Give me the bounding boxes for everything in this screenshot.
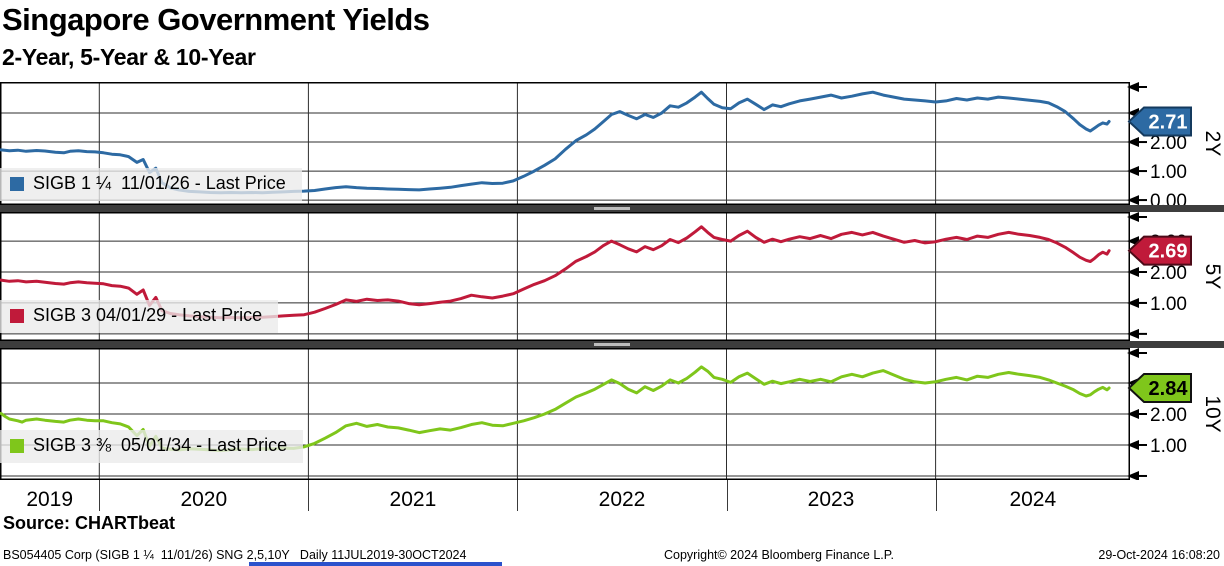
last-price-badge-5y: 2.69: [1127, 235, 1192, 266]
y-tick-label: 1.00: [1150, 162, 1187, 183]
panel-splitter[interactable]: [0, 341, 1224, 348]
x-axis: 2019 2020 2021 2022 2023 2024: [0, 480, 1224, 512]
x-axis-year-label: 2024: [1009, 488, 1057, 511]
legend-5y: SIGB 3 04/01/29 - Last Price: [0, 300, 279, 333]
last-price-badge-10y: 2.84: [1127, 372, 1192, 403]
y-tick-arrow: [1127, 137, 1139, 148]
footer-security-info: BS054405 Corp (SIGB 1 ¼ 11/01/26) SNG 2,…: [3, 548, 467, 562]
y-tick-label: 2.00: [1150, 133, 1187, 154]
y-tick-arrow: [1127, 297, 1139, 308]
splitter-grip[interactable]: [594, 343, 630, 346]
legend-10y: SIGB 3 ⅜ 05/01/34 - Last Price: [0, 430, 304, 463]
footer-copyright: Copyright© 2024 Bloomberg Finance L.P.: [664, 548, 894, 562]
y-tick-arrow: [1127, 409, 1139, 419]
badge-value: 2.69: [1149, 241, 1188, 263]
y-tick-label: 0.00: [1150, 191, 1187, 205]
y-tick-label: 1.00: [1150, 294, 1187, 315]
legend-label-10y: SIGB 3 ⅜ 05/01/34 - Last Price: [33, 435, 288, 455]
y-tick-arrow: [1127, 82, 1139, 92]
y-tick-label: 2.00: [1150, 263, 1187, 284]
legend-label-2y: SIGB 1 ¼ 11/01/26 - Last Price: [33, 173, 286, 193]
legend-swatch-10y: [10, 438, 24, 453]
badge-value: 2.84: [1149, 378, 1189, 400]
y-tick-arrow: [1127, 439, 1139, 450]
x-axis-year-label: 2020: [180, 488, 228, 511]
axis-label-2y: 2Y: [1201, 131, 1224, 157]
footer-timestamp: 29-Oct-2024 16:08:20: [1098, 548, 1220, 562]
x-axis-year-label: 2021: [389, 488, 437, 511]
x-axis-year-label: 2022: [598, 488, 646, 511]
splitter-grip[interactable]: [594, 207, 630, 210]
y-tick-arrow: [1127, 470, 1139, 480]
x-axis-year-label: 2023: [807, 488, 855, 511]
legend-2y: SIGB 1 ¼ 11/01/26 - Last Price: [0, 168, 302, 201]
x-axis-year-label: 2019: [26, 488, 74, 511]
panel-frame: [0, 212, 1130, 341]
panel-frame: [0, 82, 1130, 205]
y-tick-arrow: [1127, 328, 1139, 339]
axis-label-10y: 10Y: [1201, 395, 1224, 432]
badge-shape: [1127, 106, 1192, 137]
legend-label-5y: SIGB 3 04/01/29 - Last Price: [33, 305, 263, 325]
badge-value: 2.71: [1149, 111, 1188, 133]
x-axis-tick: [517, 480, 519, 511]
x-axis-tick: [935, 480, 937, 511]
y-tick-arrow: [1127, 212, 1139, 222]
y-tick-arrow: [1127, 166, 1139, 177]
badge-shape: [1127, 372, 1192, 403]
axis-label-5y: 5Y: [1201, 264, 1224, 290]
panel-splitter[interactable]: [0, 205, 1224, 212]
x-axis-tick: [726, 480, 728, 511]
last-price-badge-2y: 2.71: [1127, 106, 1192, 137]
chart-title: Singapore Government Yields: [2, 2, 430, 37]
x-axis-tick: [99, 480, 101, 511]
legend-swatch-2y: [10, 176, 24, 191]
y-tick-arrow: [1127, 195, 1139, 205]
chart-subtitle: 2-Year, 5-Year & 10-Year: [2, 44, 256, 70]
y-tick-arrow: [1127, 267, 1139, 278]
y-tick-label: 2.00: [1150, 405, 1187, 426]
x-axis-tick: [308, 480, 310, 511]
source-label: Source: CHARTbeat: [3, 513, 176, 533]
legend-swatch-5y: [10, 308, 24, 323]
y-tick-label: 1.00: [1150, 436, 1187, 457]
taskbar-fragment: [249, 562, 502, 566]
y-tick-arrow: [1127, 348, 1139, 358]
badge-shape: [1127, 235, 1192, 266]
